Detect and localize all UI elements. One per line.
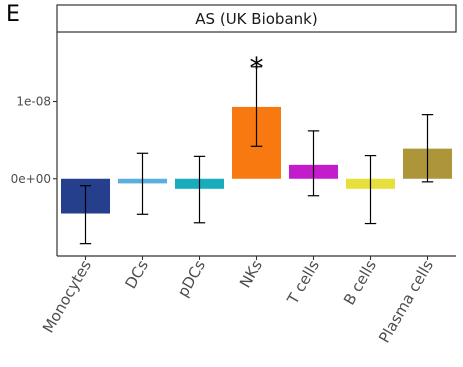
x-tick-label: T cells <box>283 257 323 308</box>
facet-strip: AS (UK Biobank) <box>56 4 457 33</box>
panel-letter: E <box>6 2 20 27</box>
significance-marker: * <box>250 51 264 84</box>
x-tick-label: DCs <box>121 257 152 292</box>
x-tick-label: Monocytes <box>39 257 95 336</box>
x-axis-labels: Monocytes DCs pDCs NKs T cells B cellsPlasma … <box>39 257 437 346</box>
x-tick-label: NKs <box>236 257 266 291</box>
facet-strip-box <box>56 4 457 33</box>
annotations: * <box>250 51 264 84</box>
axes: 0e+00 1e-08 <box>11 32 456 260</box>
y-tick-label: 0e+00 <box>11 172 51 186</box>
x-tick-label: pDCs <box>174 257 209 300</box>
chart-title: AS (UK Biobank) <box>195 10 317 28</box>
x-tick-label: B cells <box>340 257 380 308</box>
x-tick-label: Plasma cells <box>375 257 437 346</box>
error-bars <box>79 66 434 245</box>
y-tick-label: 1e-08 <box>16 95 51 109</box>
